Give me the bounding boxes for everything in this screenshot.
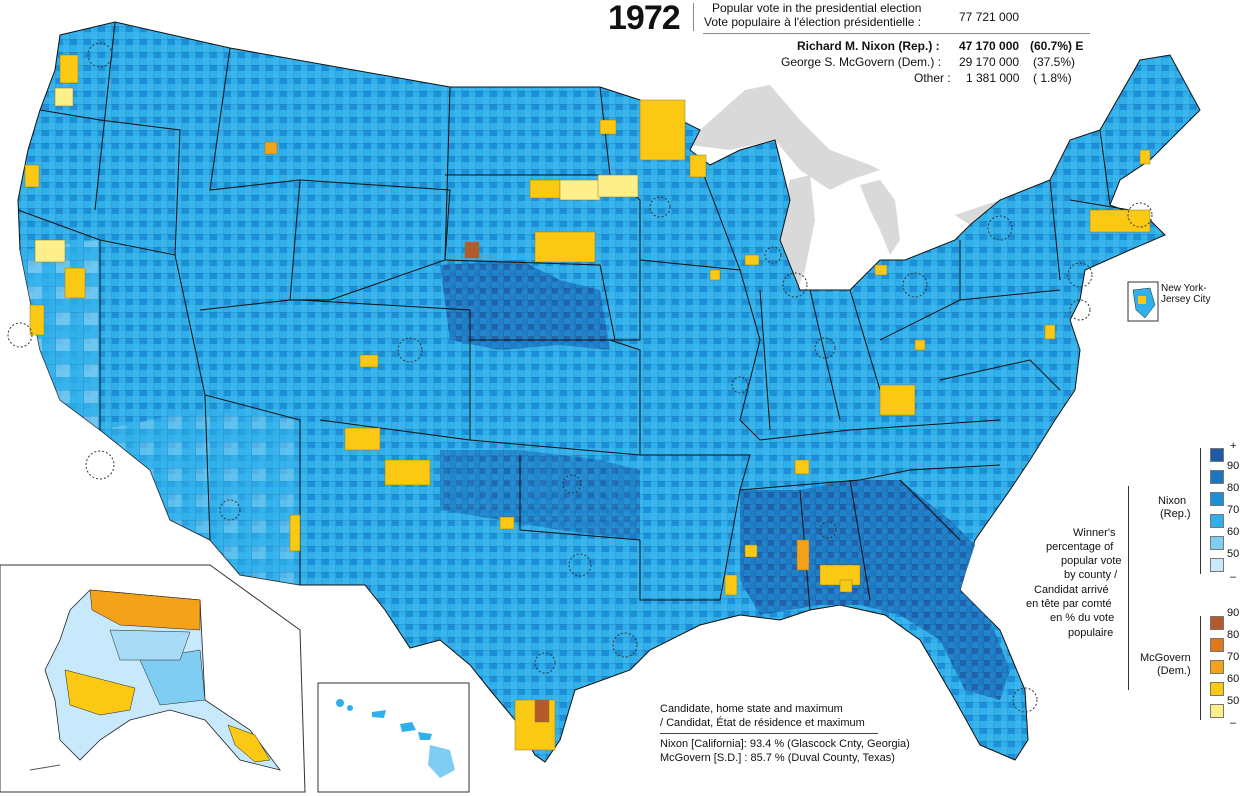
mcgovern-label: George S. McGovern (Dem.) : [781, 55, 942, 69]
mcgovern-swatch-60 [1210, 660, 1224, 674]
legend-title-brace [1128, 486, 1129, 690]
mcgovern-tick-80: 80 [1227, 629, 1240, 641]
legend-title-2: percentage of [1046, 541, 1114, 553]
nixon-tick-plus: + [1230, 440, 1237, 452]
nixon-swatch-90plus [1210, 448, 1224, 462]
nixon-swatch-80 [1210, 470, 1224, 484]
mcgovern-votes: 29 170 000 [959, 55, 1020, 69]
other-pct: ( 1.8%) [1033, 71, 1072, 85]
mcgovern-swatch-50 [1210, 682, 1224, 696]
nixon-swatch-below50 [1210, 558, 1224, 572]
legend-title-4: by county / [1064, 569, 1118, 581]
legend-title-8: populaire [1068, 627, 1114, 639]
mcgovern-tick-90: 90 [1227, 607, 1240, 619]
legend-title-1: Winner's [1073, 527, 1116, 539]
legend-title-7: en % du vote [1050, 612, 1115, 624]
legend-title-3: popular vote [1061, 555, 1122, 567]
legend-title-6: en tête par comté [1026, 598, 1112, 610]
other-votes: 1 381 000 [966, 71, 1020, 85]
maximum-title-fr: / Candidat, État de résidence et maximum [660, 717, 865, 729]
mcgovern-counties [24, 54, 1151, 751]
mcgovern-swatch-70 [1210, 638, 1224, 652]
nixon-swatch-50 [1210, 536, 1224, 550]
nixon-votes: 47 170 000 [959, 39, 1020, 53]
nyc-inset [1127, 281, 1159, 322]
dotted-markers [7, 42, 1153, 713]
southeast-dark-region [740, 480, 1010, 700]
mcgovern-pct: (37.5%) [1033, 55, 1076, 69]
nixon-tick-70: 70 [1227, 504, 1240, 516]
year-title: 1972 [608, 0, 681, 37]
mcgovern-tick-min: – [1230, 717, 1237, 729]
plains-dark-region [440, 260, 610, 350]
nixon-swatch-70 [1210, 492, 1224, 506]
southwest-light-region [100, 410, 300, 585]
mcgovern-legend-label-1: McGovern [1140, 652, 1191, 664]
mcgovern-tick-50: 50 [1227, 695, 1240, 707]
nixon-swatch-60 [1210, 514, 1224, 528]
alaska-inset [0, 564, 306, 793]
mcgovern-brace [1200, 616, 1201, 720]
nixon-pct: (60.7%) E [1030, 39, 1084, 53]
header-divider [693, 3, 694, 31]
mcgovern-tick-70: 70 [1227, 651, 1240, 663]
maximum-row-mcgovern: McGovern [S.D.] : 85.7 % (Duval County, … [660, 752, 895, 764]
nixon-tick-80: 80 [1227, 482, 1240, 494]
nixon-tick-60: 60 [1227, 526, 1240, 538]
mcgovern-swatch-below50 [1210, 704, 1224, 718]
header-rule [703, 33, 1090, 34]
nixon-tick-90: 90 [1227, 460, 1240, 472]
nixon-label: Richard M. Nixon (Rep.) : [797, 39, 940, 53]
nyc-inset-label-2: Jersey City [1161, 294, 1211, 305]
popular-vote-total: 77 721 000 [959, 10, 1020, 24]
nixon-brace [1200, 448, 1201, 574]
mcgovern-legend-label-2: (Dem.) [1157, 665, 1191, 677]
nyc-inset-label-1: New York- [1161, 283, 1207, 294]
maximum-row-nixon: Nixon [California]: 93.4 % (Glascock Cnt… [660, 738, 910, 750]
popular-vote-label-en: Popular vote in the presidential electio… [712, 1, 922, 15]
popular-vote-label-fr: Vote populaire à l'élection présidentiel… [704, 15, 922, 29]
nixon-tick-min: – [1230, 571, 1237, 583]
maximum-title-en: Candidate, home state and maximum [660, 703, 843, 715]
hawaii-inset [317, 682, 470, 793]
legend-title-5: Candidat arrivé [1034, 584, 1109, 596]
nixon-tick-50: 50 [1227, 548, 1240, 560]
other-label: Other : [914, 71, 951, 85]
mcgovern-swatch-80 [1210, 616, 1224, 630]
oklahoma-dark-region [440, 450, 640, 540]
nixon-legend-label-1: Nixon [1158, 495, 1187, 507]
nixon-legend-label-2: (Rep.) [1160, 508, 1191, 520]
maximum-rule [660, 733, 878, 734]
state-borders [17, 21, 1131, 611]
mcgovern-tick-60: 60 [1227, 673, 1240, 685]
